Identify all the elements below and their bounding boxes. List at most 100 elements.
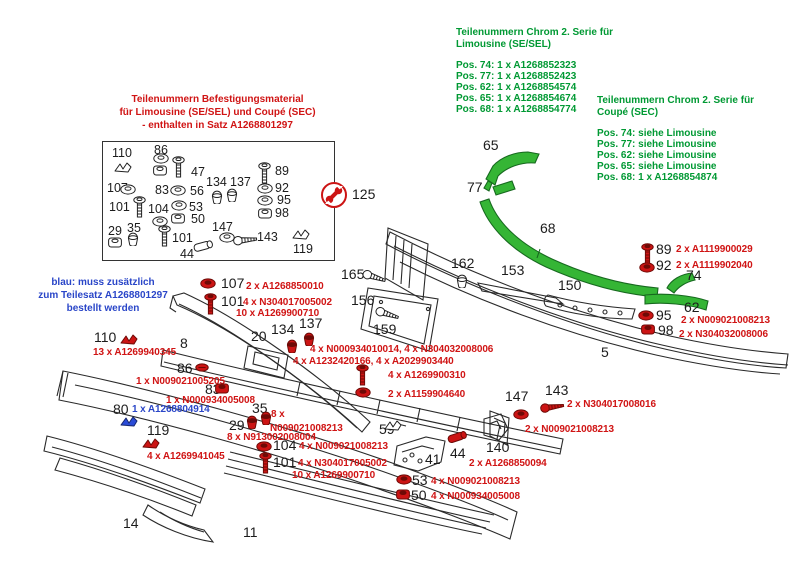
part-code-label: 2 x A1119902040 bbox=[676, 260, 753, 271]
part-number-107: 107 bbox=[221, 275, 245, 291]
part-code-label: 2 x A1159904640 bbox=[388, 389, 466, 400]
note-chrome-coupe: Teilenummern Chrom 2. Serie für Coupé (S… bbox=[597, 95, 754, 183]
rivet-icon bbox=[195, 363, 209, 372]
part-code-label: 4 x N000934010014, 4 x N304032008006 bbox=[310, 344, 494, 355]
position-line: Pos. 62: siehe Limousine bbox=[597, 150, 717, 161]
part-number-147: 147 bbox=[212, 220, 233, 234]
position-line: Pos. 65: 1 x A1268854674 bbox=[456, 93, 577, 104]
part-number-62: 62 bbox=[684, 299, 700, 315]
part-code-label: 10 x A1269900710 bbox=[236, 308, 320, 319]
bolt-icon bbox=[204, 293, 217, 316]
part-number-53: 53 bbox=[412, 472, 428, 488]
part-code-label: 4 x N000934005008 bbox=[431, 491, 520, 502]
note-title-line: Limousine (SE/SEL) bbox=[456, 39, 552, 50]
clip-icon bbox=[141, 436, 161, 451]
position-line: Pos. 74: siehe Limousine bbox=[597, 128, 717, 139]
part-code-label: 2 x A1268850010 bbox=[246, 281, 324, 292]
part-code-label: 2 x N304017008016 bbox=[567, 399, 656, 410]
bolt-icon bbox=[356, 364, 369, 387]
note-line: - enthalten in Satz A1268801297 bbox=[142, 120, 293, 131]
bolt-icon bbox=[133, 196, 146, 219]
part-number-140: 140 bbox=[486, 439, 510, 455]
part-code-label: 4 x N304017005002 bbox=[298, 458, 387, 469]
part-number-89: 89 bbox=[656, 241, 672, 257]
washer-icon bbox=[152, 216, 168, 227]
part-code-label: 4 x A1269900310 bbox=[388, 370, 466, 381]
position-line: Pos. 68: 1 x A1268854774 bbox=[456, 104, 577, 115]
part-number-156: 156 bbox=[351, 292, 375, 308]
trim-65 bbox=[485, 151, 540, 186]
part-code-label: 8 x bbox=[271, 409, 285, 420]
part-number-86: 86 bbox=[154, 143, 168, 157]
position-line: Pos. 62: 1 x A1268854574 bbox=[456, 82, 577, 93]
part-code-label: 2 x A1119900029 bbox=[676, 244, 753, 255]
position-line: Pos. 77: siehe Limousine bbox=[597, 139, 717, 150]
position-list: Pos. 74: siehe Limousine Pos. 77: siehe … bbox=[597, 128, 754, 183]
part-number-5: 5 bbox=[601, 344, 609, 360]
part-number-165: 165 bbox=[341, 266, 365, 282]
part-number-74: 74 bbox=[686, 267, 702, 283]
washer-icon bbox=[639, 262, 655, 273]
part-code-label: 2 x N009021008213 bbox=[525, 424, 614, 435]
part-code-label: 10 x A1269900710 bbox=[292, 470, 376, 481]
nut-icon bbox=[153, 164, 167, 176]
washer-icon bbox=[200, 278, 216, 289]
part-number-162: 162 bbox=[451, 255, 475, 271]
part-number-110: 110 bbox=[94, 329, 117, 345]
part-code-label: N009021008213 bbox=[270, 423, 343, 434]
note-line: blau: muss zusätzlich bbox=[51, 277, 155, 288]
cylinder-icon bbox=[192, 238, 215, 253]
part-number-101: 101 bbox=[109, 200, 130, 214]
part-number-92: 92 bbox=[275, 181, 289, 195]
part-number-150: 150 bbox=[558, 277, 582, 293]
screwh-icon bbox=[374, 304, 401, 323]
grommet-icon bbox=[303, 332, 315, 347]
note-title-line: Teilenummern Chrom 2. Serie für bbox=[456, 27, 614, 38]
part-number-104: 104 bbox=[273, 437, 297, 453]
part-number-119: 119 bbox=[293, 242, 313, 256]
part-number-11: 11 bbox=[243, 524, 258, 540]
clip-icon bbox=[113, 160, 133, 175]
note-title-line: Teilenummern Chrom 2. Serie für bbox=[597, 95, 755, 106]
trim-62 bbox=[644, 293, 709, 311]
washer-icon bbox=[513, 409, 529, 420]
note-line: zum Teilesatz A1268801297 bbox=[38, 290, 168, 301]
grommet-icon bbox=[260, 411, 272, 426]
cylinder-icon bbox=[446, 429, 469, 445]
part-code-label: 2 x N009021008213 bbox=[681, 315, 770, 326]
part-number-56: 56 bbox=[190, 184, 204, 198]
part-number-68: 68 bbox=[540, 220, 556, 236]
clip-icon bbox=[291, 227, 311, 242]
washer-icon bbox=[257, 183, 273, 194]
part-number-80: 80 bbox=[113, 401, 129, 417]
part-number-50: 50 bbox=[411, 487, 427, 503]
nut-icon bbox=[396, 488, 410, 500]
note-line: für Limousine (SE/SEL) und Coupé (SEC) bbox=[119, 107, 316, 118]
bolt-icon bbox=[258, 162, 271, 185]
position-line: Pos. 68: 1 x A1268854874 bbox=[597, 172, 718, 183]
part-number-101: 101 bbox=[273, 454, 297, 470]
part-number-35: 35 bbox=[127, 221, 141, 235]
nut-icon bbox=[215, 382, 229, 394]
note-title-line: Coupé (SEC) bbox=[597, 107, 659, 118]
note-fastener-material: Teilenummern Befestigungsmaterial für Li… bbox=[110, 93, 325, 132]
part-number-65: 65 bbox=[483, 137, 499, 153]
trim-77 bbox=[492, 180, 516, 196]
note-line: Teilenummern Befestigungsmaterial bbox=[131, 94, 304, 105]
washer-icon bbox=[153, 153, 169, 164]
grommet-icon bbox=[456, 274, 468, 289]
nut-icon bbox=[171, 212, 185, 224]
part-number-143: 143 bbox=[257, 230, 278, 244]
part-number-77: 77 bbox=[467, 179, 483, 195]
part-number-41: 41 bbox=[425, 451, 441, 467]
part-code-label: 8 x N913002008004 bbox=[227, 432, 316, 443]
part-code-label: 4 x N009021008213 bbox=[299, 441, 388, 452]
part-code-label: 1 x N009021005205 bbox=[136, 376, 225, 387]
part-number-89: 89 bbox=[275, 164, 289, 178]
part-number-147: 147 bbox=[505, 388, 529, 404]
part-number-47: 47 bbox=[191, 165, 205, 179]
wrench-badge bbox=[321, 182, 347, 208]
washer-icon bbox=[170, 185, 186, 196]
part-code-label: 2 x A1268850094 bbox=[469, 458, 547, 469]
